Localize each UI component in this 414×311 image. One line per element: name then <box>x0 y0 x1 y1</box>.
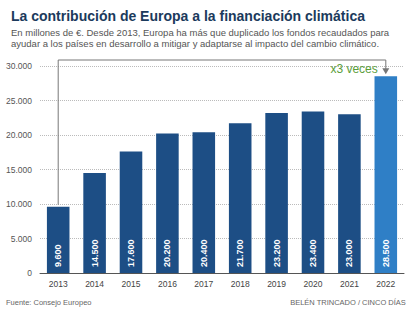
svg-text:23.200: 23.200 <box>272 239 282 267</box>
svg-text:30.000: 30.000 <box>6 61 32 71</box>
svg-text:15.000: 15.000 <box>6 165 32 175</box>
svg-text:2015: 2015 <box>122 279 141 289</box>
svg-text:2013: 2013 <box>49 279 68 289</box>
svg-text:9.600: 9.600 <box>53 244 63 267</box>
svg-text:2020: 2020 <box>304 279 323 289</box>
svg-text:14.500: 14.500 <box>90 239 100 267</box>
svg-text:2016: 2016 <box>158 279 177 289</box>
svg-text:2021: 2021 <box>340 279 359 289</box>
svg-text:23.000: 23.000 <box>344 239 354 267</box>
svg-text:ayudar a los países en desarro: ayudar a los países en desarrollo a miti… <box>11 38 379 49</box>
svg-text:2014: 2014 <box>85 279 104 289</box>
svg-text:x3 veces: x3 veces <box>330 62 377 76</box>
svg-text:25.000: 25.000 <box>6 96 32 106</box>
svg-text:Fuente: Consejo Europeo: Fuente: Consejo Europeo <box>6 298 91 307</box>
svg-text:20.400: 20.400 <box>199 239 209 267</box>
svg-text:21.700: 21.700 <box>235 239 245 267</box>
svg-text:2022: 2022 <box>376 279 395 289</box>
svg-text:2017: 2017 <box>194 279 213 289</box>
svg-text:20.200: 20.200 <box>162 239 172 267</box>
svg-text:La contribución de Europa a la: La contribución de Europa a la financiac… <box>11 8 365 24</box>
svg-text:5.000: 5.000 <box>11 234 33 244</box>
svg-text:BELÉN TRINCADO / CINCO DÍAS: BELÉN TRINCADO / CINCO DÍAS <box>290 298 406 307</box>
svg-text:28.500: 28.500 <box>381 239 391 267</box>
svg-text:0: 0 <box>27 268 32 278</box>
svg-text:10.000: 10.000 <box>6 199 32 209</box>
svg-text:17.600: 17.600 <box>126 239 136 267</box>
svg-text:2018: 2018 <box>231 279 250 289</box>
svg-text:2019: 2019 <box>267 279 286 289</box>
svg-text:20.000: 20.000 <box>6 130 32 140</box>
svg-text:23.400: 23.400 <box>308 239 318 267</box>
svg-text:En millones de €. Desde 2013,: En millones de €. Desde 2013, Europa ha … <box>11 27 392 38</box>
